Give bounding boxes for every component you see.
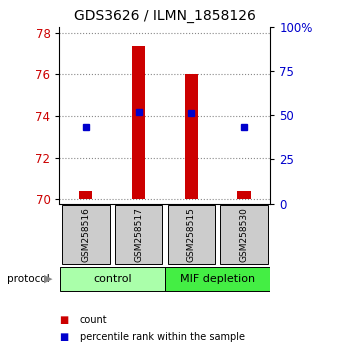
Bar xyxy=(237,191,251,199)
Text: GSM258516: GSM258516 xyxy=(81,207,90,262)
Text: GSM258515: GSM258515 xyxy=(187,207,196,262)
Text: control: control xyxy=(93,274,132,284)
FancyBboxPatch shape xyxy=(168,205,215,264)
FancyBboxPatch shape xyxy=(62,205,109,264)
FancyBboxPatch shape xyxy=(165,267,270,291)
Text: GSM258530: GSM258530 xyxy=(239,207,249,262)
Bar xyxy=(79,191,92,199)
Text: MIF depletion: MIF depletion xyxy=(180,274,255,284)
Text: count: count xyxy=(80,315,107,325)
Text: ■: ■ xyxy=(59,332,69,342)
Bar xyxy=(185,74,198,199)
Text: GSM258517: GSM258517 xyxy=(134,207,143,262)
FancyBboxPatch shape xyxy=(115,205,162,264)
Text: ▶: ▶ xyxy=(44,274,53,284)
Text: percentile rank within the sample: percentile rank within the sample xyxy=(80,332,245,342)
Bar xyxy=(132,46,145,199)
Text: protocol: protocol xyxy=(7,274,50,284)
Title: GDS3626 / ILMN_1858126: GDS3626 / ILMN_1858126 xyxy=(74,9,256,23)
Text: ■: ■ xyxy=(59,315,69,325)
FancyBboxPatch shape xyxy=(220,205,268,264)
FancyBboxPatch shape xyxy=(59,267,165,291)
